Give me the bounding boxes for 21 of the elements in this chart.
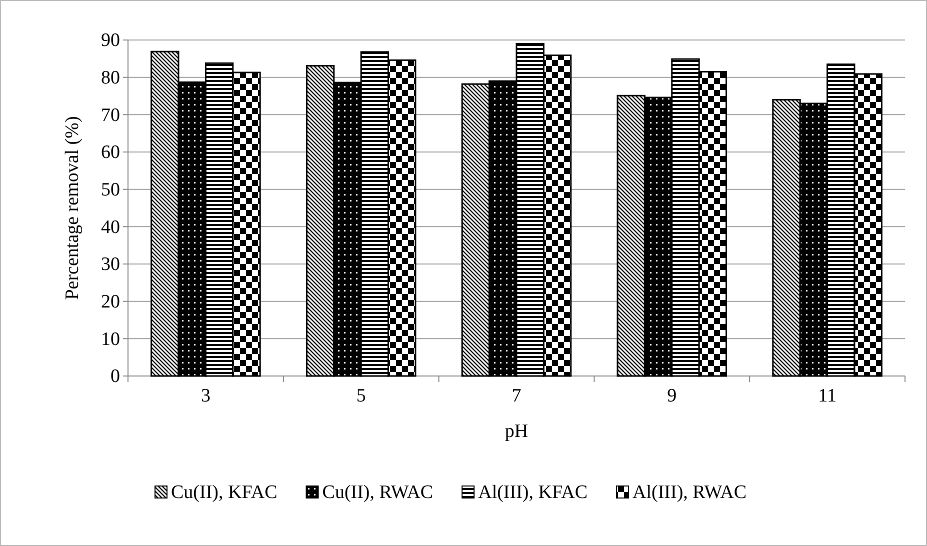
y-tick-label: 40	[101, 216, 120, 238]
x-tick-label: 7	[512, 385, 522, 406]
y-axis-title: Percentage removal (%)	[62, 116, 83, 300]
x-tick-label: 5	[356, 385, 366, 406]
y-tick-label: 60	[101, 142, 120, 164]
legend-label: Cu(II), RWAC	[322, 482, 434, 503]
y-tick-label: 50	[101, 179, 120, 200]
y-tick-label: 0	[110, 366, 120, 388]
y-tick-label: 70	[101, 104, 120, 126]
x-tick-label: 3	[200, 385, 210, 406]
y-tick-label: 30	[101, 254, 120, 276]
x-axis-title: pH	[504, 421, 528, 442]
legend-label: Cu(II), KFAC	[171, 482, 278, 503]
legend-label: Al(III), RWAC	[632, 482, 746, 503]
x-tick-label: 11	[818, 385, 836, 406]
y-tick-label: 80	[101, 67, 120, 88]
x-tick-label: 9	[667, 385, 677, 406]
legend-label: Al(III), KFAC	[478, 482, 588, 503]
y-tick-label: 90	[101, 30, 120, 52]
y-tick-label: 20	[101, 291, 120, 312]
y-tick-label: 10	[101, 328, 120, 350]
